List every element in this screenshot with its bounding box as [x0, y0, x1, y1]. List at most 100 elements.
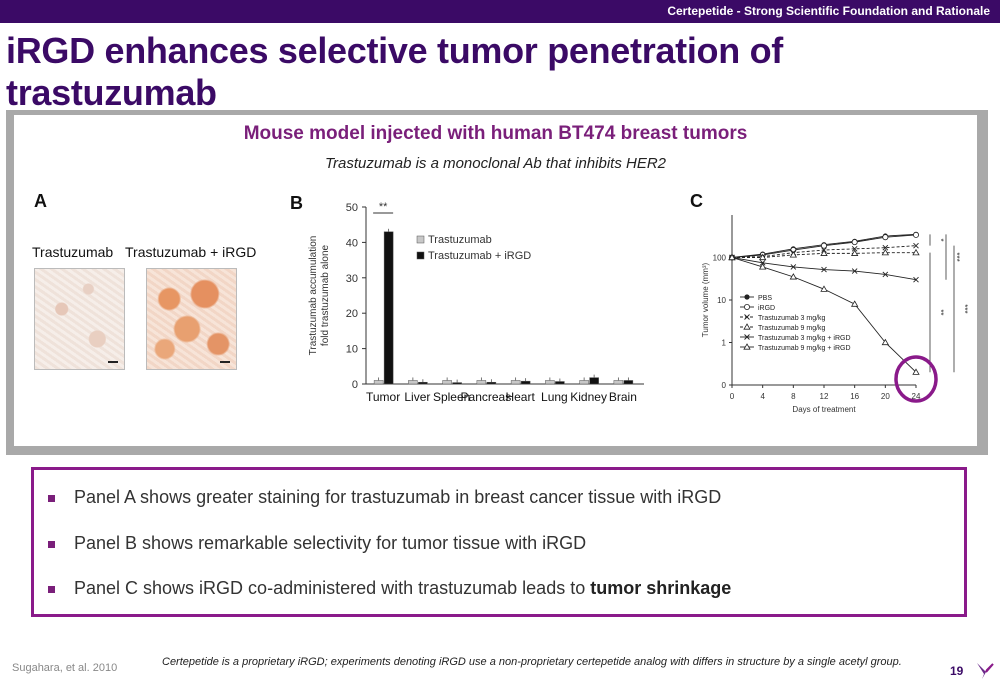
- x-tick-label: Liver: [404, 390, 430, 404]
- bar-chart: 0 10 20 30 40 50 Trastuzumab accumulation fold …: [308, 201, 644, 404]
- data-point: [758, 263, 767, 270]
- data-point: [851, 246, 858, 252]
- data-point: [851, 268, 858, 274]
- data-point: [881, 248, 890, 256]
- y-tick-label: 50: [346, 202, 358, 214]
- bar: [579, 380, 589, 385]
- y-tick-label: 20: [346, 308, 358, 320]
- legend-label: Trastuzumab 3 mg/kg + iRGD: [758, 335, 851, 342]
- page-number: 19: [950, 664, 964, 678]
- bullet-2: Panel B shows remarkable selectivity for…: [48, 533, 586, 554]
- x-tick-label: 8: [791, 392, 796, 401]
- bar: [623, 380, 634, 385]
- data-point: [882, 271, 889, 278]
- bar: [373, 380, 384, 385]
- bar: [452, 382, 462, 385]
- bar: [442, 380, 452, 385]
- legend-label: Trastuzumab 9 mg/kg: [758, 325, 826, 332]
- legend-label: Trastuzumab: [428, 234, 492, 246]
- tissue-image-trastuzumab-irgd: [146, 268, 237, 370]
- y-tick-label: 0: [352, 379, 358, 391]
- legend-label: iRGD: [758, 305, 775, 312]
- brand-logo-icon: [977, 663, 994, 679]
- significance-label: **: [936, 309, 945, 315]
- y-tick-label: 10: [717, 296, 726, 305]
- panel-a-letter: A: [34, 191, 47, 211]
- data-point: [744, 334, 750, 340]
- bullet-box: Panel A shows greater staining for trast…: [31, 467, 967, 617]
- x-tick-label: Brain: [609, 390, 637, 404]
- figure-title: Mouse model injected with human BT474 br…: [243, 123, 748, 144]
- data-point: [912, 231, 919, 238]
- bar: [408, 380, 418, 385]
- data-point: [913, 276, 919, 283]
- data-point: [912, 368, 920, 375]
- legend-label: Trastuzumab + iRGD: [428, 250, 531, 262]
- significance-label: **: [379, 201, 388, 213]
- data-point: [912, 248, 920, 256]
- bullet-3-emphasis: tumor shrinkage: [590, 578, 732, 598]
- bullet-1: Panel A shows greater staining for trast…: [48, 487, 721, 508]
- data-point: [850, 249, 859, 256]
- data-point: [744, 294, 750, 300]
- x-tick-label: 16: [850, 392, 859, 401]
- x-tick-label: 0: [730, 392, 735, 401]
- significance-label: ***: [960, 304, 969, 313]
- y-tick-label: 0: [722, 381, 727, 390]
- bar: [418, 381, 428, 385]
- x-tick-label: 24: [912, 392, 921, 401]
- figure-subtitle: Trastuzumab is a monoclonal Ab that inhi…: [325, 155, 666, 172]
- panel-c-letter: C: [690, 191, 703, 211]
- legend-label: PBS: [758, 295, 772, 302]
- highlight-circle: [894, 355, 938, 403]
- y-tick-label: 100: [713, 254, 727, 263]
- data-point: [881, 338, 890, 346]
- data-point: [744, 314, 750, 320]
- footnote: Certepetide is a proprietary iRGD; exper…: [162, 656, 902, 668]
- bar: [545, 380, 555, 385]
- y-axis-label: Trastuzumab accumulation: [308, 236, 319, 356]
- bar: [486, 381, 497, 385]
- tissue-image-trastuzumab: [34, 268, 125, 370]
- legend-label: Trastuzumab 3 mg/kg: [758, 315, 826, 322]
- data-point: [789, 251, 798, 258]
- bar: [589, 377, 599, 385]
- bar: [383, 231, 394, 385]
- x-tick-label: 20: [881, 392, 890, 401]
- x-axis-label: Days of treatment: [792, 405, 856, 414]
- data-point: [744, 304, 751, 311]
- data-point: [882, 244, 889, 251]
- data-point: [851, 239, 858, 246]
- page-title: iRGD enhances selective tumor penetratio…: [6, 30, 783, 113]
- legend-label: Trastuzumab 9 mg/kg + iRGD: [758, 345, 851, 352]
- panel-a-label-right: Trastuzumab + iRGD: [125, 244, 257, 260]
- panel-a-label-left: Trastuzumab: [32, 244, 114, 260]
- x-tick-label: Kidney: [570, 390, 607, 404]
- y-tick-label: 10: [346, 344, 358, 356]
- bar: [613, 380, 624, 385]
- y-axis-label: Tumor volume (mm³): [701, 262, 710, 337]
- x-tick-label: Pancreas: [461, 390, 512, 404]
- data-point: [820, 249, 828, 256]
- bar: [520, 380, 531, 385]
- x-tick-label: Heart: [505, 390, 535, 404]
- legend-swatch: [416, 251, 425, 260]
- significance-label: *: [936, 238, 945, 241]
- x-tick-label: 12: [820, 392, 829, 401]
- header-bar: Certepetide - Strong Scientific Foundati…: [0, 0, 1000, 23]
- x-tick-label: Spleen: [433, 390, 470, 404]
- x-tick-label: Lung: [541, 390, 568, 404]
- data-point: [850, 300, 859, 307]
- legend-swatch: [416, 235, 425, 244]
- data-point: [758, 253, 767, 261]
- y-tick-label: 30: [346, 273, 358, 285]
- series-6: [728, 253, 920, 375]
- y-tick-label: 1: [722, 339, 727, 348]
- data-point: [728, 253, 736, 261]
- y-tick-label: 40: [346, 237, 358, 249]
- data-point: [790, 264, 797, 270]
- bar: [555, 381, 565, 385]
- data-point: [820, 242, 827, 249]
- data-point: [913, 242, 919, 249]
